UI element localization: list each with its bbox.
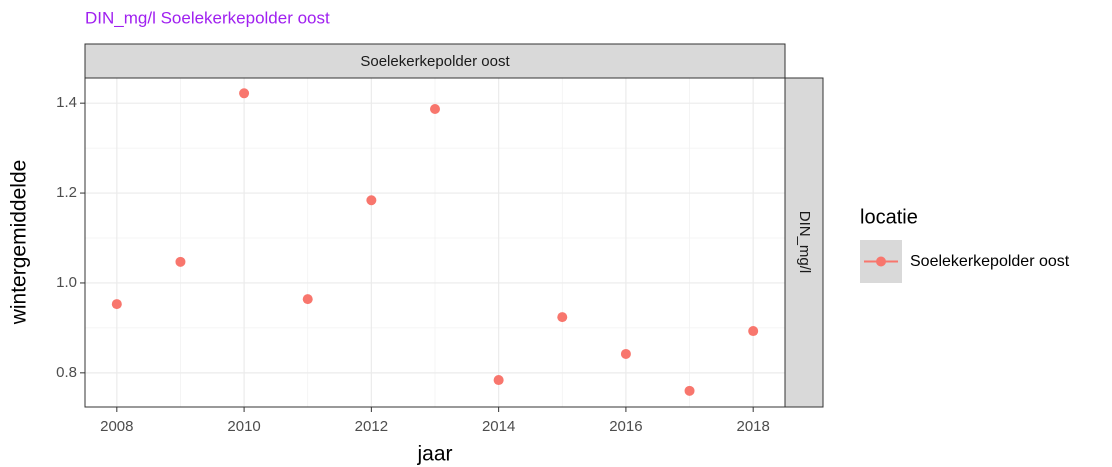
point [111,299,122,310]
legend: Soelekerkepolder oost [860,240,1070,283]
legend-point [876,256,886,267]
x-tick-label: 2018 [736,418,769,435]
x-tick-label: 2012 [355,418,388,435]
y-tick-label: 0.8 [56,364,77,381]
x-axis-label: jaar [416,443,452,466]
point [557,312,568,323]
point [366,195,377,206]
point [493,375,504,386]
point [684,385,695,396]
y-tick-label: 1.4 [56,94,77,111]
x-tick-label: 2014 [482,418,515,435]
legend-title: locatie [860,206,918,228]
point [302,294,313,305]
point [239,88,250,99]
point [748,326,759,337]
point [175,256,186,267]
point [430,104,440,115]
facet-strip-top [84,43,786,79]
chart-title: DIN_mg/l Soelekerkepolder oost [85,8,330,27]
x-tick-label: 2008 [100,418,133,435]
facet-strip-right [784,77,824,408]
y-tick-label: 1.2 [56,184,77,201]
facet-label-column: Soelekerkepolder oost [360,53,510,70]
x-tick-label: 2010 [227,418,260,435]
panel-border [84,77,786,408]
y-tick-label: 1.0 [56,274,77,291]
legend-label: Soelekerkepolder oost [910,253,1070,270]
y-axis-label: wintergemiddelde [8,160,31,326]
point [620,348,631,359]
facet-label-row: DIN_mg/l [796,211,813,274]
x-tick-label: 2016 [609,418,642,435]
